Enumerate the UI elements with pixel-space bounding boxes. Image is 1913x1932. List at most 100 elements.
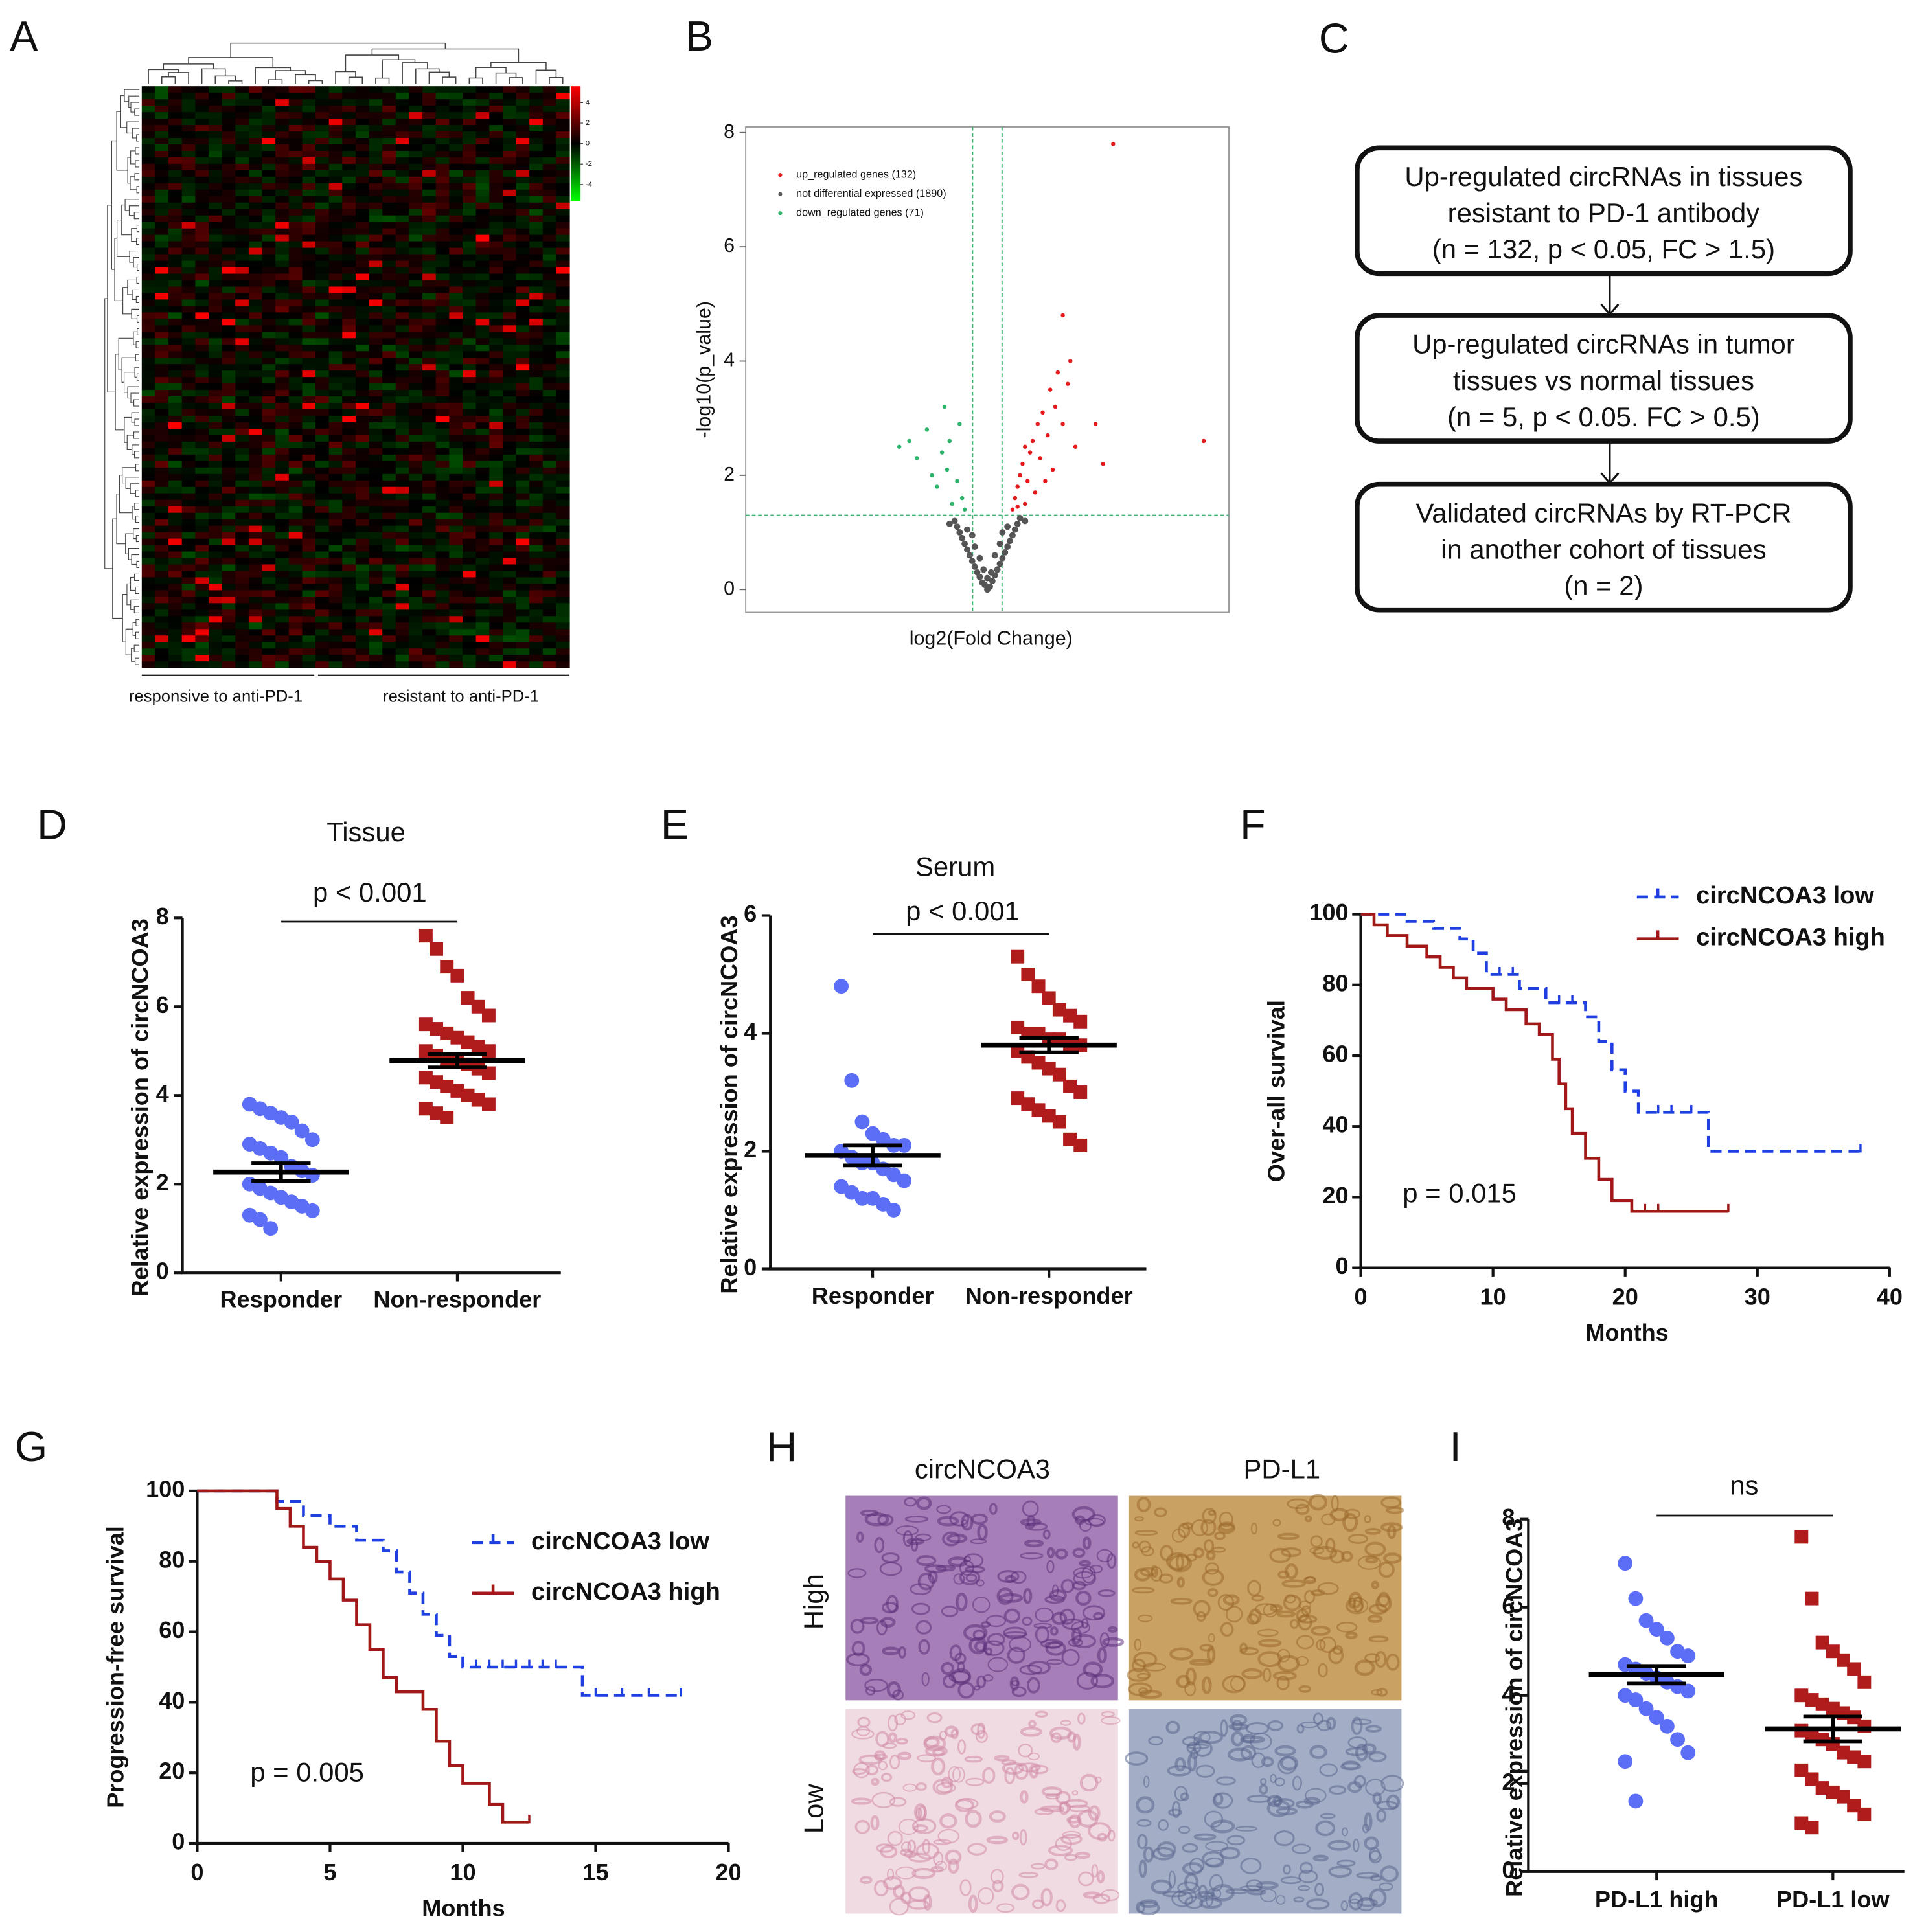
tissue-texture (880, 1617, 896, 1628)
heatmap-cell (208, 390, 223, 397)
heatmap-cell (235, 196, 249, 203)
panel-label: D (37, 801, 67, 848)
heatmap-cell (168, 460, 183, 468)
heatmap-cell (181, 655, 196, 662)
heatmap-cell (195, 441, 209, 449)
heatmap-cell (328, 280, 343, 288)
heatmap-cell (342, 460, 356, 468)
heatmap-cell (315, 396, 330, 403)
tissue-texture (961, 1519, 968, 1528)
heatmap-cell (435, 170, 450, 177)
heatmap-cell (502, 364, 517, 371)
heatmap-cell (435, 125, 450, 132)
heatmap-cell (409, 635, 423, 642)
dendrogram (348, 76, 363, 84)
heatmap-cell (462, 486, 477, 494)
heatmap-cell (315, 551, 330, 559)
tissue-texture (970, 1538, 987, 1545)
heatmap-cell (475, 512, 490, 520)
heatmap-cell (435, 396, 450, 403)
heatmap-cell (556, 325, 570, 332)
heatmap-cell (275, 525, 290, 533)
heatmap-cell (395, 519, 410, 527)
heatmap-cell (181, 299, 196, 306)
heatmap-cell (168, 325, 183, 332)
heatmap-cell (181, 648, 196, 655)
heatmap-cell (529, 383, 544, 391)
legend-marker (472, 1584, 514, 1595)
tissue-texture (856, 1531, 864, 1543)
tissue-texture (1213, 1792, 1224, 1806)
heatmap-cell (355, 564, 370, 572)
heatmap-cell (409, 241, 423, 249)
heatmap-cell (382, 460, 396, 468)
heatmap-cell (382, 106, 396, 113)
tissue-texture (1067, 1731, 1077, 1743)
tissue-texture (1277, 1648, 1290, 1663)
heatmap-cell (462, 260, 477, 268)
point (1659, 1630, 1675, 1646)
heatmap-cell (409, 460, 423, 468)
heatmap-cell (288, 532, 303, 540)
heatmap-cell (155, 396, 169, 403)
heatmap-cell (395, 655, 410, 662)
heatmap-cell (422, 506, 437, 514)
flow-text: Up-regulated circRNAs in tissues (1404, 161, 1802, 192)
heatmap-cell (315, 86, 330, 93)
heatmap-cell (516, 622, 530, 630)
point (964, 546, 970, 553)
heatmap-cell (302, 202, 316, 210)
heatmap-cell (248, 519, 263, 527)
heatmap-cell (181, 351, 196, 358)
heatmap-cell (369, 454, 383, 462)
heatmap-cell (422, 519, 437, 527)
heatmap-cell (168, 435, 183, 442)
heatmap-cell (435, 532, 450, 540)
heatmap-cell (235, 454, 249, 462)
heatmap-cell (516, 280, 530, 288)
heatmap-cell (369, 137, 383, 145)
tissue-texture (893, 1884, 906, 1899)
tissue-texture (1040, 1888, 1053, 1907)
tissue-texture (941, 1606, 959, 1617)
heatmap-cell (462, 267, 477, 275)
heatmap-cell (288, 551, 303, 559)
heatmap-cell (262, 325, 276, 332)
heatmap-cell (355, 545, 370, 552)
heatmap-cell (168, 351, 183, 358)
heatmap-cell (435, 603, 450, 610)
heatmap-cell (168, 616, 183, 623)
heatmap-cell (516, 616, 530, 623)
heatmap-cell (208, 480, 223, 488)
tissue-texture (1327, 1839, 1351, 1851)
tissue-texture (1292, 1775, 1302, 1791)
heatmap-cell (288, 228, 303, 236)
heatmap-cell (529, 364, 544, 371)
dendrogram (127, 279, 137, 295)
heatmap-cell (248, 396, 263, 403)
heatmap-cell (449, 655, 463, 662)
heatmap-cell (342, 332, 356, 339)
heatmap-cell (409, 499, 423, 507)
heatmap-cell (489, 584, 503, 591)
heatmap-cell (542, 551, 556, 559)
point (951, 517, 958, 525)
tissue-texture (1336, 1621, 1358, 1633)
heatmap-cell (556, 661, 570, 668)
point (935, 484, 939, 489)
heatmap-cell (235, 150, 249, 158)
heatmap-cell (262, 364, 276, 371)
dendrogram (134, 418, 140, 426)
heatmap-cell (369, 577, 383, 584)
tissue-texture (1368, 1635, 1389, 1643)
heatmap-cell (262, 273, 276, 281)
heatmap-cell (475, 106, 490, 113)
heatmap-cell (529, 538, 544, 546)
tissue-texture (1219, 1511, 1233, 1527)
heatmap-cell (155, 209, 169, 216)
heatmap-cell (355, 273, 370, 281)
heatmap-cell (542, 189, 556, 197)
heatmap-cell (328, 189, 343, 197)
heatmap-cell (288, 538, 303, 546)
heatmap-cell (529, 519, 544, 527)
